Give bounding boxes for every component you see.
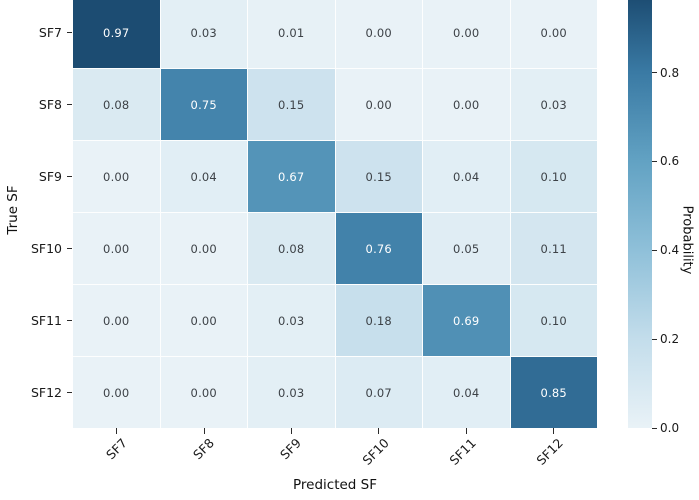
heatmap-cell-SF12-SF12: 0.85 [510, 357, 597, 428]
colorbar-tick-label-0.4: 0.4 [660, 243, 680, 258]
heatmap-cell-SF9-SF9: 0.67 [248, 141, 335, 212]
colorbar-tick-mark [652, 427, 657, 429]
heatmap-cell-SF9-SF8: 0.04 [160, 141, 247, 212]
heatmap-cell-SF11-SF11: 0.69 [423, 285, 510, 356]
heatmap-cell-SF10-SF11: 0.05 [423, 213, 510, 284]
x-tick-mark [290, 428, 292, 434]
colorbar-tick-label-0.6: 0.6 [660, 154, 680, 169]
heatmap-cell-SF12-SF8: 0.00 [160, 357, 247, 428]
y-tick-mark [66, 319, 72, 321]
y-tick-label-SF9: SF9 [38, 169, 62, 185]
y-axis-title: True SF [5, 185, 21, 235]
y-tick-label-SF12: SF12 [30, 384, 62, 400]
heatmap-cell-SF12-SF10: 0.07 [335, 357, 422, 428]
heatmap-cell-SF11-SF8: 0.00 [160, 285, 247, 356]
heatmap-cell-SF11-SF7: 0.00 [73, 285, 160, 356]
colorbar-tick-mark [652, 249, 657, 251]
x-tick-label-SF9: SF9 [277, 435, 305, 463]
y-tick-mark [66, 247, 72, 249]
heatmap-cell-SF9-SF10: 0.15 [335, 141, 422, 212]
colorbar-title: Probability [679, 205, 695, 275]
heatmap-cell-SF12-SF7: 0.00 [73, 357, 160, 428]
x-tick-mark [116, 428, 118, 434]
heatmap-cell-SF10-SF12: 0.11 [510, 213, 597, 284]
x-tick-mark [203, 428, 205, 434]
x-tick-label-SF11: SF11 [446, 435, 479, 468]
y-tick-label-SF7: SF7 [38, 25, 62, 41]
heatmap-cell-SF10-SF10: 0.76 [335, 213, 422, 284]
x-tick-label-SF12: SF12 [533, 435, 567, 468]
colorbar-tick-label-0.2: 0.2 [660, 332, 680, 347]
heatmap-cell-SF7-SF12: 0.00 [510, 0, 597, 68]
y-tick-mark [66, 104, 72, 106]
heatmap-cell-SF9-SF7: 0.00 [73, 141, 160, 212]
heatmap-cell-SF10-SF9: 0.08 [248, 213, 335, 284]
heatmap-cell-SF8-SF7: 0.08 [73, 69, 160, 140]
heatmap-cell-SF11-SF12: 0.10 [510, 285, 597, 356]
y-tick-label-SF11: SF11 [30, 312, 62, 328]
heatmap-cell-SF11-SF10: 0.18 [335, 285, 422, 356]
heatmap-cell-SF8-SF12: 0.03 [510, 69, 597, 140]
y-tick-label-SF8: SF8 [38, 97, 62, 113]
heatmap-cell-SF9-SF12: 0.10 [510, 141, 597, 212]
heatmap-cell-SF8-SF11: 0.00 [423, 69, 510, 140]
x-tick-label-SF10: SF10 [359, 435, 392, 468]
heatmap-cell-SF8-SF8: 0.75 [160, 69, 247, 140]
heatmap-cell-SF8-SF9: 0.15 [248, 69, 335, 140]
x-tick-mark [552, 428, 554, 434]
heatmap-cell-SF8-SF10: 0.00 [335, 69, 422, 140]
colorbar-tick-label-0.8: 0.8 [660, 65, 680, 80]
x-tick-mark [378, 428, 380, 434]
y-tick-mark [66, 32, 72, 34]
heatmap-cell-SF7-SF10: 0.00 [335, 0, 422, 68]
heatmap-cell-SF10-SF8: 0.00 [160, 213, 247, 284]
colorbar-tick-mark [652, 338, 657, 340]
x-tick-mark [465, 428, 467, 434]
x-axis-title: Predicted SF [293, 477, 377, 493]
heatmap-cell-SF7-SF7: 0.97 [73, 0, 160, 68]
y-tick-label-SF10: SF10 [30, 240, 62, 256]
colorbar-gradient [628, 0, 652, 428]
heatmap-cell-SF9-SF11: 0.04 [423, 141, 510, 212]
heatmap-grid: 0.97 0.03 0.01 0.00 0.00 0.00 0.08 0.75 0.15 0.00… [73, 0, 597, 428]
y-tick-mark [66, 176, 72, 178]
heatmap-cell-SF7-SF8: 0.03 [160, 0, 247, 68]
heatmap-cell-SF10-SF7: 0.00 [73, 213, 160, 284]
heatmap-cell-SF12-SF11: 0.04 [423, 357, 510, 428]
heatmap-cell-SF7-SF11: 0.00 [423, 0, 510, 68]
heatmap-cell-SF12-SF9: 0.03 [248, 357, 335, 428]
x-tick-label-SF7: SF7 [102, 435, 130, 463]
x-tick-label-SF8: SF8 [189, 435, 217, 463]
colorbar-tick-label-0.0: 0.0 [660, 421, 680, 435]
colorbar-tick-mark [652, 72, 657, 74]
y-tick-mark [66, 391, 72, 393]
heatmap-cell-SF7-SF9: 0.01 [248, 0, 335, 68]
colorbar-tick-mark [652, 160, 657, 162]
heatmap-cell-SF11-SF9: 0.03 [248, 285, 335, 356]
